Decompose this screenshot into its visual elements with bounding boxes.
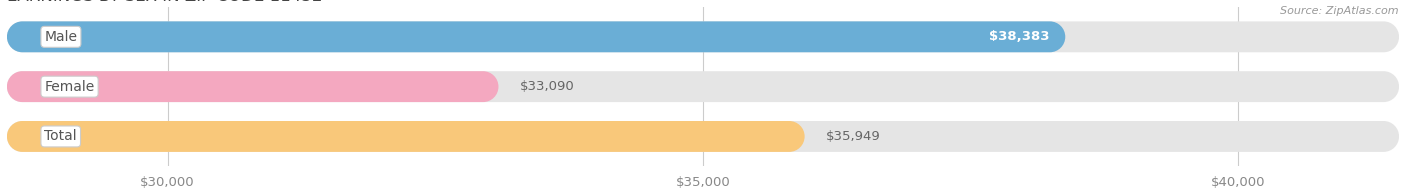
Text: Source: ZipAtlas.com: Source: ZipAtlas.com (1281, 6, 1399, 16)
PathPatch shape (7, 121, 804, 152)
Text: EARNINGS BY SEX IN ZIP CODE 11432: EARNINGS BY SEX IN ZIP CODE 11432 (7, 0, 322, 5)
Text: Total: Total (45, 129, 77, 143)
Text: Male: Male (45, 30, 77, 44)
Text: Female: Female (45, 80, 94, 94)
PathPatch shape (7, 21, 1066, 52)
PathPatch shape (7, 71, 1399, 102)
Text: $35,949: $35,949 (827, 130, 880, 143)
PathPatch shape (7, 121, 1399, 152)
PathPatch shape (7, 71, 499, 102)
PathPatch shape (7, 21, 1399, 52)
Text: $38,383: $38,383 (988, 30, 1049, 43)
Text: $33,090: $33,090 (520, 80, 575, 93)
